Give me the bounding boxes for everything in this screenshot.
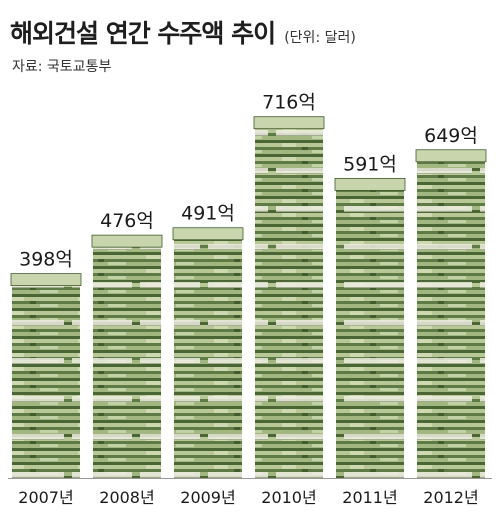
chart-title: 해외건설 연간 수주액 추이: [10, 19, 276, 48]
bars-group: [10, 116, 487, 479]
money-bar-bands: [255, 124, 323, 479]
value-label: 491억: [181, 203, 235, 225]
x-tick-label: 2012년: [423, 488, 478, 507]
source-note: 자료: 국토교통부: [12, 59, 112, 75]
money-bar-top: [10, 273, 82, 287]
value-label: 716억: [262, 92, 316, 114]
money-bar-top: [91, 234, 163, 248]
money-bar-bands: [336, 186, 404, 478]
money-bar-top: [172, 227, 244, 241]
money-bar-bands: [174, 235, 242, 478]
money-bar-top: [415, 149, 487, 163]
money-bar-bands: [12, 281, 80, 478]
value-label: 398억: [19, 249, 73, 271]
x-tick-label: 2011년: [342, 488, 397, 507]
x-tick-label: 2010년: [261, 488, 316, 507]
x-labels-group: 2007년 2008년 2009년 2010년 2011년 2012년: [18, 488, 478, 507]
unit-note: (단위: 달러): [284, 30, 356, 46]
x-tick-label: 2008년: [99, 488, 154, 507]
money-bar-top: [334, 177, 406, 191]
money-bar-bands: [417, 157, 485, 479]
value-labels-group: 398억 476억 491억 716억 591억 649억: [19, 92, 478, 271]
money-bar-bands: [93, 243, 161, 478]
value-label: 649억: [424, 125, 478, 147]
title-row: 해외건설 연간 수주액 추이 (단위: 달러): [10, 14, 356, 50]
value-label: 476억: [100, 210, 154, 232]
x-tick-label: 2007년: [18, 488, 73, 507]
baseline: [8, 478, 492, 479]
value-label: 591억: [343, 153, 397, 175]
money-bar-top: [253, 116, 325, 130]
x-tick-label: 2009년: [180, 488, 235, 507]
